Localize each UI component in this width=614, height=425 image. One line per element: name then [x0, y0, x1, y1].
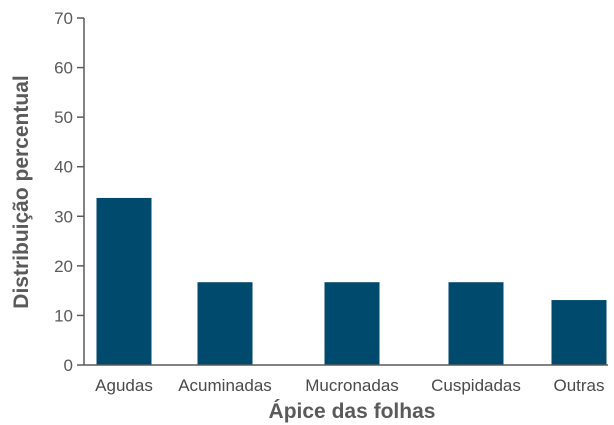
bar-mucronadas: [324, 282, 380, 365]
y-tick-label: 0: [64, 356, 73, 375]
y-tick-label: 40: [54, 158, 73, 177]
bar-outras: [551, 300, 607, 365]
y-tick-label: 30: [54, 207, 73, 226]
x-axis-title: Ápice das folhas: [269, 400, 436, 423]
bar-acuminadas: [197, 282, 253, 365]
x-tick-label: Acuminadas: [178, 376, 272, 395]
y-axis-title: Distribuição percentual: [10, 75, 33, 308]
y-tick-label: 50: [54, 108, 73, 127]
y-tick-label: 70: [54, 9, 73, 28]
y-tick-label: 10: [54, 306, 73, 325]
bar-cuspidadas: [448, 282, 504, 365]
x-tick-label: Cuspidadas: [431, 376, 521, 395]
y-tick-label: 20: [54, 257, 73, 276]
bars: [96, 197, 607, 365]
bar-agudas: [96, 197, 152, 365]
x-tick-label: Mucronadas: [305, 376, 399, 395]
y-axis-ticks: 0 10 20 30 40 50 60 70: [54, 9, 84, 375]
y-tick-label: 60: [54, 59, 73, 78]
x-axis-tick-labels: Agudas Acuminadas Mucronadas Cuspidadas Outr…: [95, 376, 604, 395]
x-tick-label: Outras: [553, 376, 604, 395]
x-tick-label: Agudas: [95, 376, 153, 395]
